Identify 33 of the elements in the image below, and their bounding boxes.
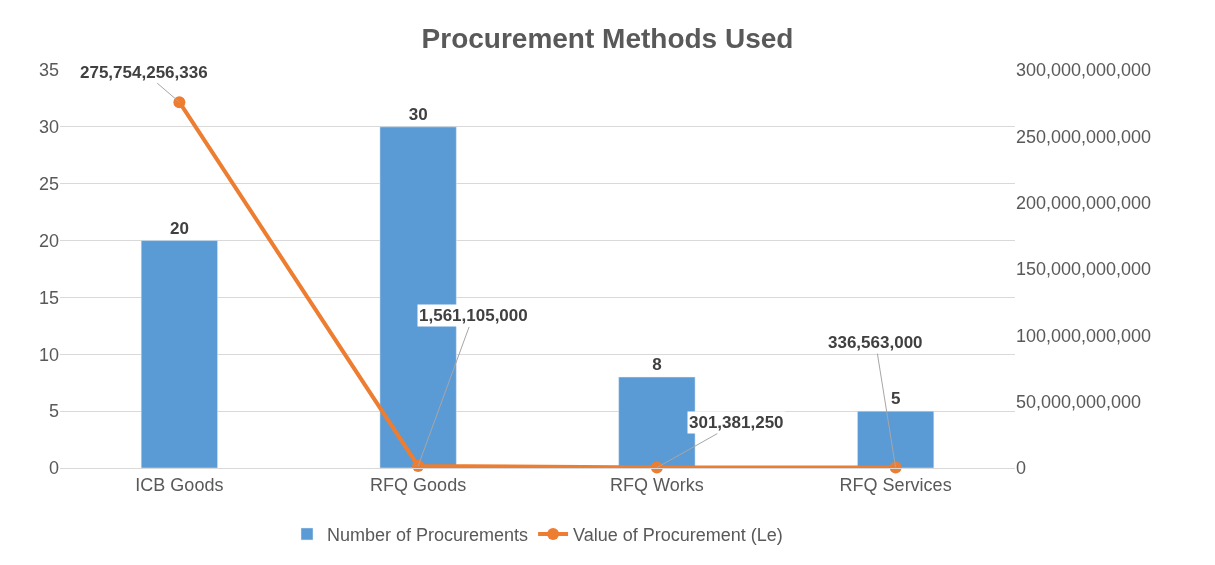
- point: [173, 96, 186, 109]
- data-label: 5: [890, 389, 901, 409]
- x-tick-label: ICB Goods: [135, 474, 224, 495]
- data-label: 301,381,250: [689, 413, 784, 432]
- y2-tick-label: 0: [1016, 458, 1027, 479]
- bar: [140, 240, 218, 468]
- y2-tick-label: 150,000,000,000: [1016, 259, 1152, 280]
- data-label: 8: [652, 355, 662, 375]
- y-tick-label: 0: [48, 458, 59, 479]
- data-label: 30: [408, 104, 428, 124]
- y-tick-label: 35: [38, 60, 59, 81]
- y-tick-label: 5: [48, 401, 59, 422]
- data-label: 1,561,105,000: [419, 306, 528, 325]
- y2-tick-label: 300,000,000,000: [1016, 60, 1152, 81]
- y2-tick-label: 100,000,000,000: [1016, 325, 1152, 346]
- chart-title: Procurement Methods Used: [421, 22, 794, 54]
- legend-label: Value of Procurement (Le): [573, 524, 783, 545]
- y-tick-label: 30: [38, 117, 59, 138]
- y2-tick-label: 250,000,000,000: [1016, 126, 1152, 147]
- x-tick-label: RFQ Services: [839, 474, 952, 495]
- y-tick-label: 20: [38, 230, 59, 251]
- data-label: 336,563,000: [828, 333, 923, 352]
- y-tick-label: 25: [38, 174, 59, 195]
- y-tick-label: 10: [38, 344, 59, 365]
- x-tick-label: RFQ Goods: [370, 474, 467, 495]
- data-label: 275,754,256,336: [80, 63, 208, 82]
- x-tick-label: RFQ Works: [610, 474, 704, 495]
- y2-tick-label: 200,000,000,000: [1016, 192, 1152, 213]
- data-label: 20: [169, 218, 189, 238]
- y-tick-label: 15: [38, 287, 59, 308]
- bar: [857, 410, 935, 468]
- y2-tick-label: 50,000,000,000: [1016, 391, 1142, 412]
- legend-label: Number of Procurements: [327, 524, 529, 545]
